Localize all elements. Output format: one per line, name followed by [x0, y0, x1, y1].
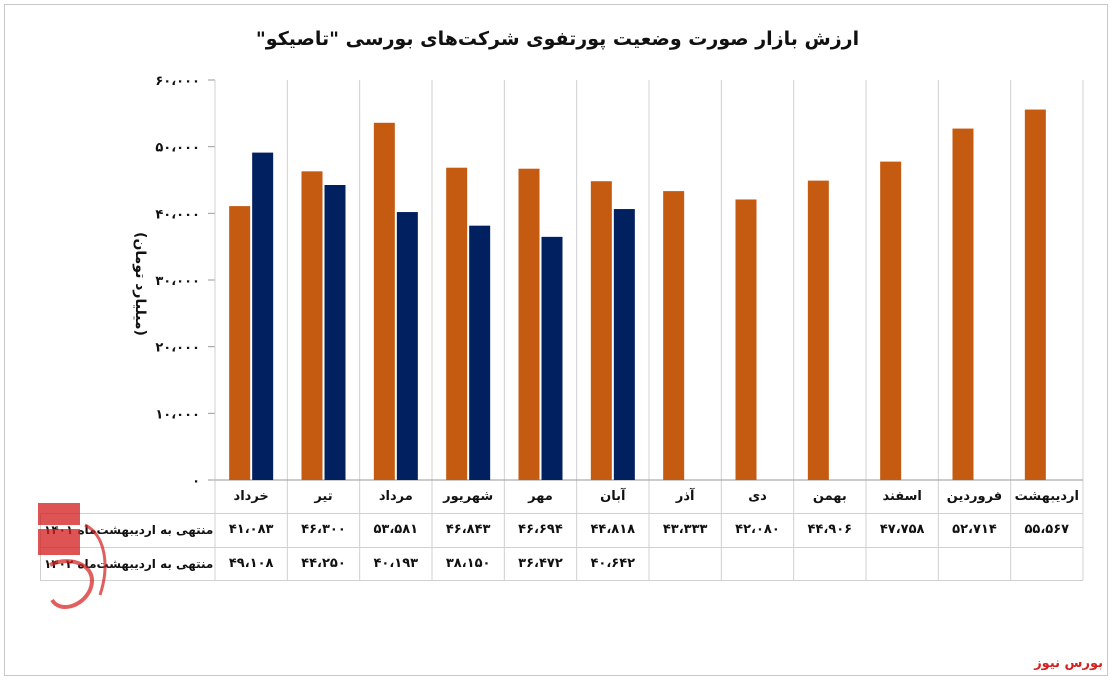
category-label: خرداد [233, 489, 269, 504]
bar-series1401 [446, 167, 468, 481]
data-label: ۴۳،۳۳۳ [662, 522, 708, 537]
bar-series1402 [252, 152, 274, 480]
data-label: ۴۴،۸۱۸ [590, 522, 636, 537]
table-row-line [40, 580, 1083, 581]
category-label: شهریور [443, 489, 494, 504]
y-tick-label: ۰ [192, 474, 200, 489]
bar-series1401 [229, 206, 251, 480]
y-tick-label: ۶۰،۰۰۰ [155, 74, 200, 89]
data-label [938, 547, 1010, 580]
data-label: ۴۹،۱۰۸ [228, 556, 274, 571]
category-label: آبان [600, 489, 626, 504]
data-label: ۴۱،۰۸۳ [228, 522, 274, 537]
y-tick-label: ۲۰،۰۰۰ [155, 341, 200, 356]
table-row-line [40, 513, 1083, 514]
data-label: ۴۰،۱۹۳ [373, 556, 419, 571]
data-label: ۴۰،۶۴۲ [590, 556, 636, 571]
data-label [866, 547, 938, 580]
bar-series1401 [373, 122, 395, 480]
data-label [1011, 547, 1083, 580]
bar-series1401 [807, 180, 829, 481]
data-label: ۵۲،۷۱۴ [952, 522, 997, 537]
category-label: اردیبهشت [1014, 489, 1079, 504]
data-label [649, 547, 721, 580]
chart-title: ارزش بازار صورت وضعیت پورتفوی شرکت‌های ب… [255, 28, 860, 50]
grid-lines [208, 79, 1084, 580]
category-label: مهر [528, 489, 553, 504]
data-label [794, 547, 866, 580]
data-label: ۴۷،۷۵۸ [879, 522, 925, 537]
data-label: ۴۲،۰۸۰ [735, 522, 780, 537]
data-label [721, 547, 793, 580]
category-label: اسفند [882, 489, 922, 504]
bar-series1401 [952, 128, 974, 480]
y-tick-label: ۴۰،۰۰۰ [155, 207, 200, 222]
y-tick-labels: ۰ ۱۰،۰۰۰ ۲۰،۰۰۰ ۳۰،۰۰۰ ۴۰،۰۰۰ ۵۰،۰۰۰ ۶۰،۰۰۰ [155, 74, 200, 489]
bar-series1401 [663, 191, 685, 480]
y-tick-label: ۱۰،۰۰۰ [155, 407, 200, 422]
data-label: ۵۵،۵۶۷ [1024, 522, 1070, 537]
bar-series1401 [1024, 109, 1046, 480]
category-label: مرداد [378, 489, 413, 504]
bar-series1402 [613, 209, 635, 480]
data-label: ۴۶،۳۰۰ [301, 522, 346, 537]
bar-series1401 [735, 199, 757, 480]
data-label: ۴۶،۸۴۳ [445, 522, 491, 537]
data-label: ۵۳،۵۸۱ [373, 522, 419, 537]
data-label: ۳۸،۱۵۰ [445, 556, 491, 571]
bars [229, 109, 1046, 481]
category-label: بهمن [812, 489, 847, 504]
category-label: آذر [675, 489, 695, 504]
table-row-line [40, 547, 1083, 548]
bar-series1401 [880, 161, 902, 480]
bar-series1402 [324, 185, 346, 480]
y-tick-label: ۳۰،۰۰۰ [155, 274, 200, 289]
bar-series1401 [518, 168, 540, 480]
chart-frame [4, 4, 1108, 676]
y-tick-label: ۵۰،۰۰۰ [155, 141, 200, 156]
category-label: تیر [314, 489, 333, 504]
bar-series1401 [590, 181, 612, 481]
watermark-logo [38, 503, 107, 610]
category-label: فروردین [946, 489, 1003, 504]
bar-series1401 [301, 171, 323, 481]
data-label: ۴۴،۲۵۰ [301, 556, 346, 571]
category-label: دی [748, 489, 767, 504]
data-label: ۴۴،۹۰۶ [807, 522, 853, 537]
data-label: ۳۶،۴۷۲ [518, 556, 563, 571]
source-label: بورس نیوز [1034, 656, 1103, 671]
bar-series1402 [396, 212, 418, 480]
bar-series1402 [541, 236, 563, 480]
data-label: ۴۶،۶۹۴ [518, 522, 563, 537]
bar-series1402 [469, 225, 491, 480]
